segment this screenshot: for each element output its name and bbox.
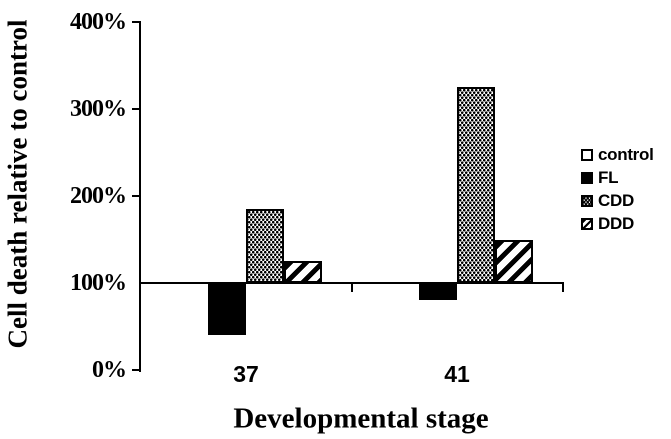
legend-item-FL: FL <box>581 168 654 188</box>
y-tick-label-300%: 300% <box>70 96 127 122</box>
y-axis-title: Cell death relative to control <box>2 19 33 349</box>
y-axis-line <box>139 21 141 372</box>
legend-item-DDD: DDD <box>581 214 654 234</box>
legend-marker-solid-icon <box>581 172 593 184</box>
legend-item-control: control <box>581 145 654 165</box>
x-category-label-37: 37 <box>233 361 259 387</box>
legend-label-control: control <box>598 145 654 164</box>
y-tick-label-200%: 200% <box>70 183 127 209</box>
y-tick-400% <box>132 21 140 23</box>
x-tick-end <box>562 284 564 292</box>
x-axis-title: Developmental stage <box>233 402 489 435</box>
legend-marker-hatch-icon <box>581 218 593 230</box>
legend-label-DDD: DDD <box>598 214 634 233</box>
legend-label-CDD: CDD <box>598 191 634 210</box>
legend: control FL CDD DDD <box>581 145 654 234</box>
x-axis-baseline <box>139 282 564 284</box>
bar-FL-41 <box>419 283 457 300</box>
y-tick-label-0%: 0% <box>92 357 127 383</box>
legend-item-CDD: CDD <box>581 191 654 211</box>
legend-label-FL: FL <box>598 168 619 187</box>
x-tick-mid <box>351 284 353 292</box>
bar-DDD-37 <box>284 261 322 283</box>
bar-CDD-37 <box>246 209 284 283</box>
y-tick-label-400%: 400% <box>70 9 127 35</box>
legend-marker-empty-icon <box>581 149 593 161</box>
bar-FL-37 <box>208 283 246 335</box>
x-category-label-41: 41 <box>444 361 470 387</box>
y-tick-300% <box>132 108 140 110</box>
y-tick-200% <box>132 195 140 197</box>
bar-DDD-41 <box>495 240 533 283</box>
bar-CDD-41 <box>457 87 495 283</box>
y-tick-0% <box>132 369 140 371</box>
y-tick-label-100%: 100% <box>70 270 127 296</box>
legend-marker-dots-icon <box>581 195 593 207</box>
